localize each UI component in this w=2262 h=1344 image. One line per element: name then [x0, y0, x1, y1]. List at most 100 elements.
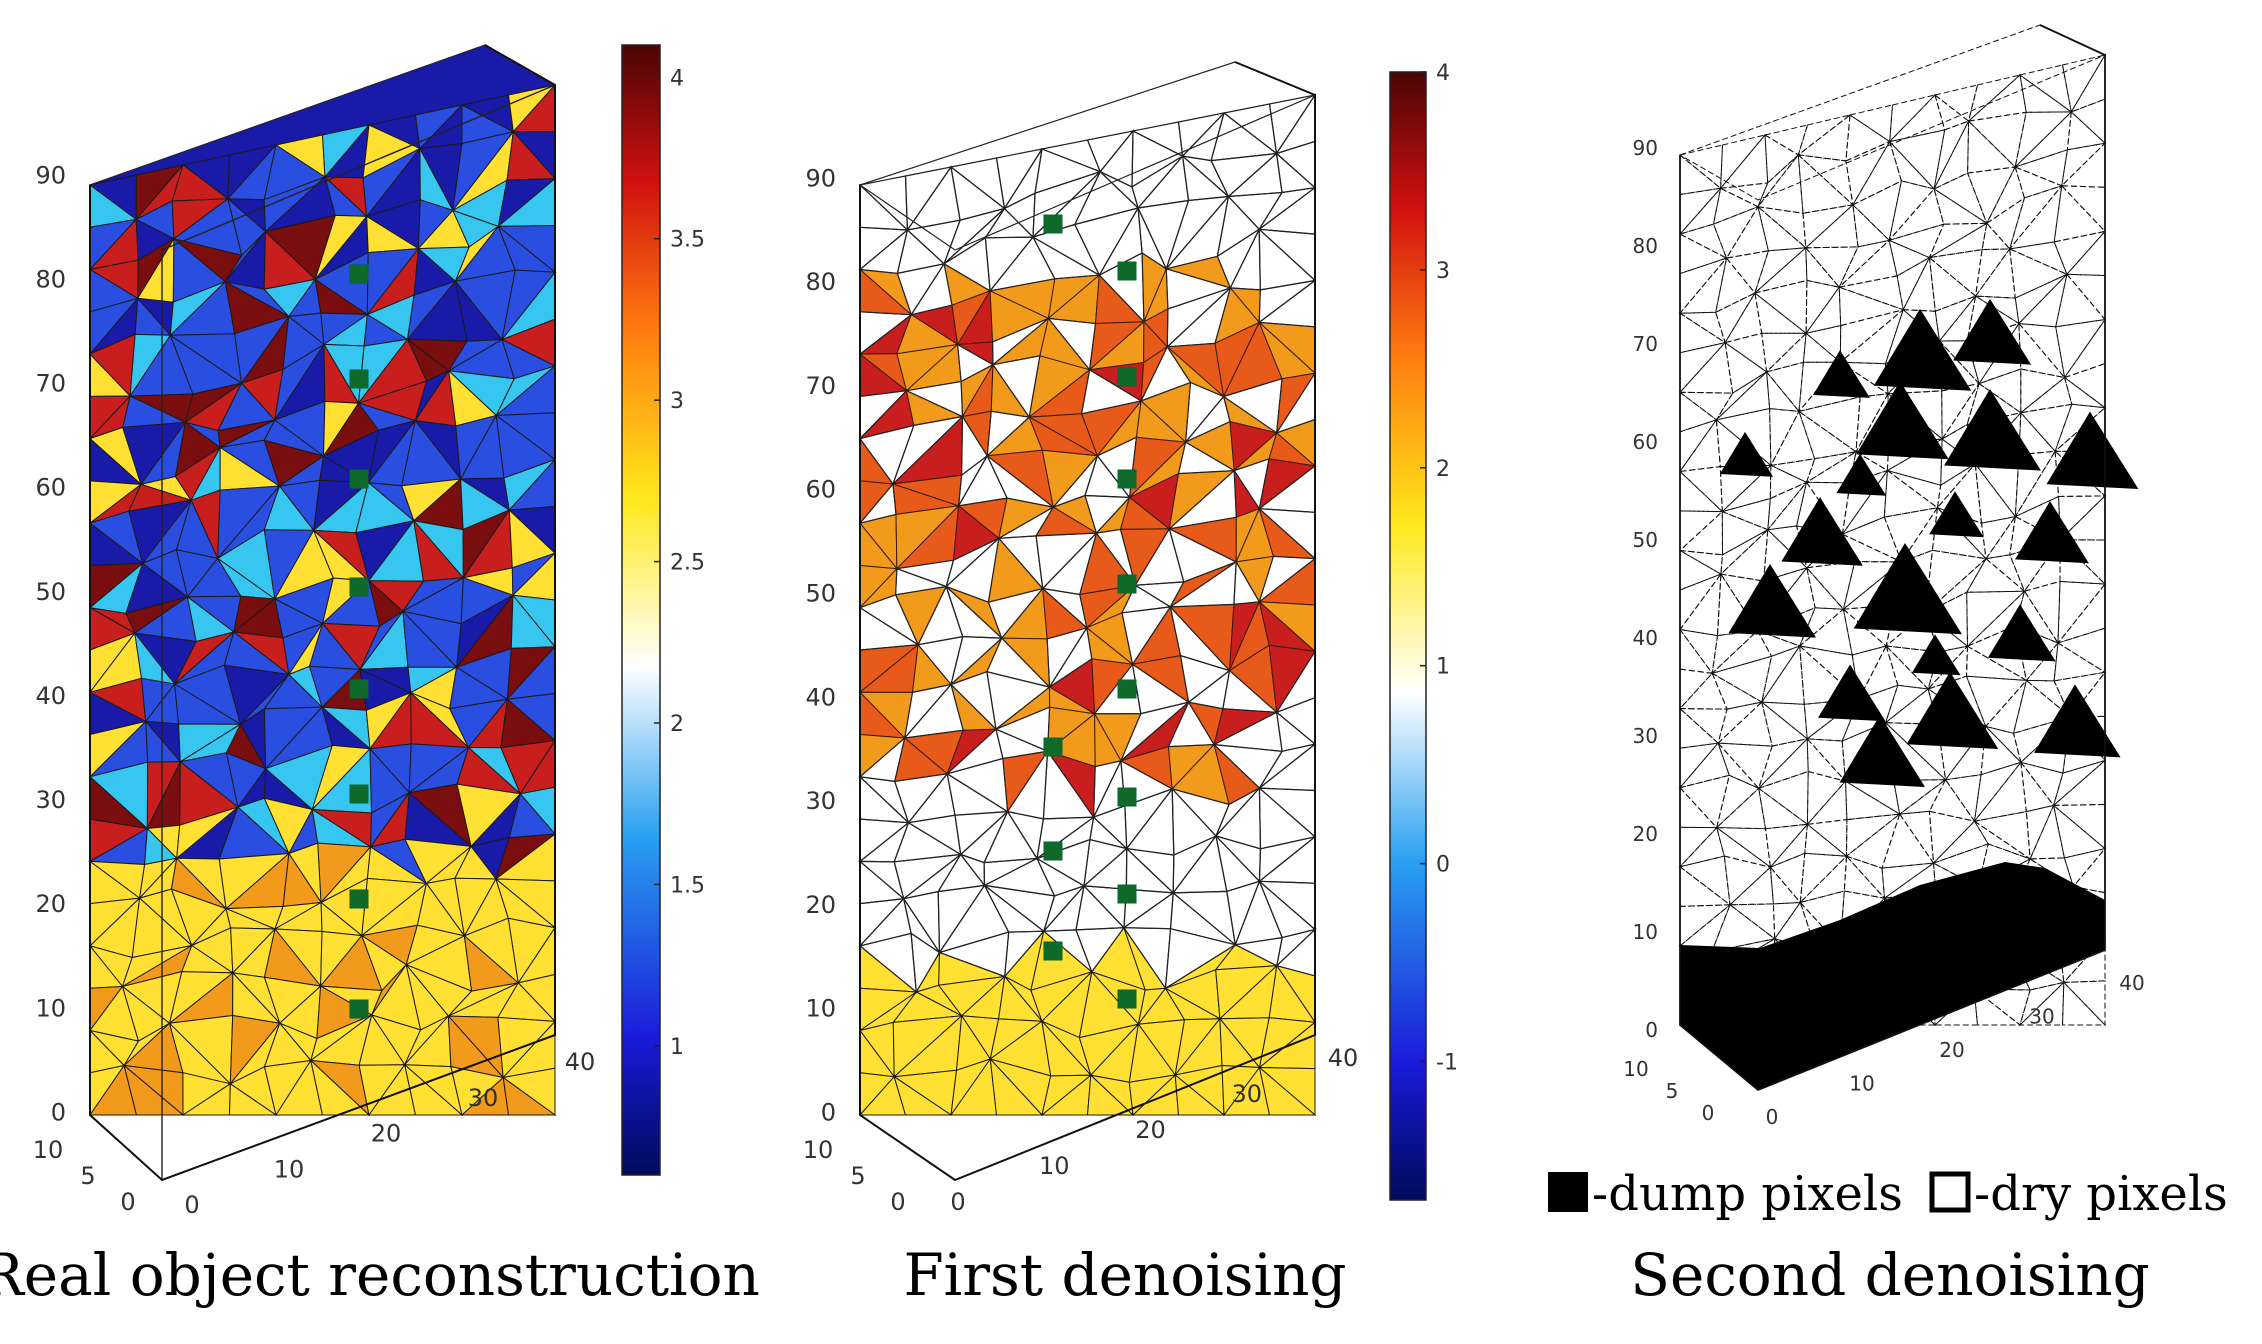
panel2-wire-cell — [1226, 880, 1261, 948]
panel1-mesh-cell — [309, 1059, 371, 1116]
panel3-wire-cell — [1770, 410, 1816, 467]
colorbar-tick-label: 2 — [670, 712, 684, 737]
panel3-wire-cell — [1678, 855, 1731, 906]
panel3-wire-cell — [1716, 572, 1759, 637]
panel3-wire-cell — [1798, 608, 1853, 656]
panel2-mesh-cell — [1086, 1074, 1135, 1116]
panel2-wire-cell — [991, 317, 1049, 366]
panel3-wire-cell — [1678, 628, 1719, 675]
panel3-wire-cell — [1984, 516, 2016, 560]
panel2-electrode — [1117, 261, 1137, 281]
x-tick-label: 40 — [1328, 1044, 1359, 1072]
panel1-z-axis-ticks: 0 10 20 30 40 50 60 70 80 90 — [35, 161, 66, 1126]
panel3-wire-cell — [1760, 700, 1809, 747]
panel3-wire-cell — [1883, 469, 1939, 518]
y-tick-label: 0 — [890, 1188, 905, 1216]
panel2-x-axis-ticks: 0 10 20 30 40 — [950, 1044, 1358, 1216]
panel3-z-axis-ticks: 0 10 20 30 40 50 60 70 80 90 — [1633, 136, 1658, 1042]
panel3-wire-cell — [2053, 642, 2107, 682]
panel3-wire-cell — [2018, 411, 2057, 456]
panel2-wire-cell — [858, 175, 909, 232]
panel2-mesh-cell — [1174, 1073, 1226, 1116]
panel3-wire-cell — [2055, 273, 2106, 328]
panel3-dump-cell — [1929, 491, 1984, 538]
panel2-wire-cell — [1099, 129, 1134, 188]
panel2-wire-cell — [1258, 880, 1317, 939]
z-tick-label: 0 — [1645, 1018, 1658, 1042]
panel3-wire-cell — [1936, 463, 1976, 510]
panel3-wire-cell — [1678, 903, 1732, 953]
legend-dump-swatch — [1548, 1172, 1588, 1212]
panel2-wire-cell — [950, 165, 1006, 221]
panel2-wire-cell — [1031, 223, 1101, 277]
x-tick-label: 40 — [2119, 971, 2144, 995]
panel3-wire-cell — [1986, 196, 2026, 250]
z-tick-label: 70 — [35, 370, 66, 398]
panel2-electrode — [1043, 941, 1063, 961]
colorbar-tick-label: -1 — [1436, 1050, 1458, 1075]
z-tick-label: 30 — [35, 786, 66, 814]
panel3-wire-cell — [1984, 680, 2027, 734]
panel2-wire-cell — [903, 854, 962, 900]
panel2-wire-cell — [949, 635, 1004, 687]
panel3-dump-cell — [1818, 664, 1886, 722]
panel1-box-outline — [89, 44, 556, 1182]
panel3-wire-cell — [2062, 980, 2106, 1027]
panel2-y-axis-ticks: 05 10 — [803, 1136, 906, 1216]
panel3-wire-cell — [1845, 812, 1901, 869]
panel2-wire-cell — [1233, 559, 1261, 606]
panel3-wire-cell — [1761, 332, 1808, 373]
panel3-wire-cell — [1932, 120, 1970, 190]
panel3-wire-cell — [2013, 149, 2069, 187]
colorbar-tick-label: 2 — [1436, 457, 1450, 482]
panel3-wire-cell — [1798, 854, 1848, 904]
panel3-wire-cell — [1806, 770, 1847, 826]
panel3-wire-cell — [2019, 761, 2064, 807]
panel3-wire-cell — [1974, 247, 2016, 299]
panel2-wire-cell — [1233, 458, 1270, 511]
panel2-colorbar-gradient — [1389, 71, 1427, 1201]
panel3-wire-cell — [1974, 820, 2031, 860]
z-tick-label: 90 — [805, 164, 836, 192]
panel2-wireframe — [858, 61, 1318, 994]
panel2-wire-cell — [991, 355, 1041, 419]
z-tick-label: 50 — [1633, 528, 1658, 552]
panel3-wire-cell — [1802, 332, 1842, 363]
legend-dry-label: -dry pixels — [1974, 1166, 2228, 1222]
panel3-wire-cell — [1797, 396, 1861, 453]
x-tick-label: 10 — [274, 1155, 305, 1183]
z-tick-label: 40 — [35, 682, 66, 710]
panel3-wire-cell — [1973, 987, 2022, 1026]
panel2-wire-cell — [1226, 152, 1283, 198]
panel2-electrode — [1043, 737, 1063, 757]
panel3-wire-cell — [1893, 779, 1948, 815]
panel3-wire-cell — [1678, 391, 1734, 421]
x-tick-label: 0 — [184, 1191, 199, 1219]
panel1-electrode — [349, 264, 369, 284]
panel3-wire-cell — [1798, 361, 1842, 413]
panel3-wire-cell — [2052, 760, 2106, 807]
panel3-wire-cell — [1678, 144, 1724, 190]
panel3-wire-cell — [1679, 549, 1723, 591]
panel3-dump-cell — [1912, 634, 1961, 676]
panel2-mesh-cell — [1131, 605, 1182, 666]
panel1-x-axis-ticks: 0 10 20 30 40 — [184, 1048, 595, 1219]
panel2-wire-cell — [1258, 555, 1317, 604]
panel3-dump-cell — [1728, 564, 1816, 638]
panel2-wire-cell — [995, 728, 1050, 760]
panel2-wire-cell — [1075, 884, 1126, 931]
panel3-wire-cell — [1966, 166, 2017, 225]
panel2-mesh-cell — [894, 585, 948, 646]
panel3-wire-cell — [1721, 510, 1769, 556]
panel3-wire-cell — [1711, 903, 1776, 953]
panel3-wire-cell — [1805, 561, 1856, 611]
panel3-wire-cell — [2063, 376, 2107, 409]
panel2-mesh-cell — [961, 410, 992, 458]
panel3-wire-cell — [2009, 184, 2064, 250]
panel3-wire-cell — [1805, 246, 1841, 288]
panel2-wire-cell — [982, 884, 1056, 933]
panel2-wire-cell — [896, 228, 946, 275]
panel3-wire-cell — [1712, 187, 1760, 225]
panel2-wire-cell — [1168, 527, 1238, 583]
panel3-wire-cell — [1679, 572, 1722, 637]
